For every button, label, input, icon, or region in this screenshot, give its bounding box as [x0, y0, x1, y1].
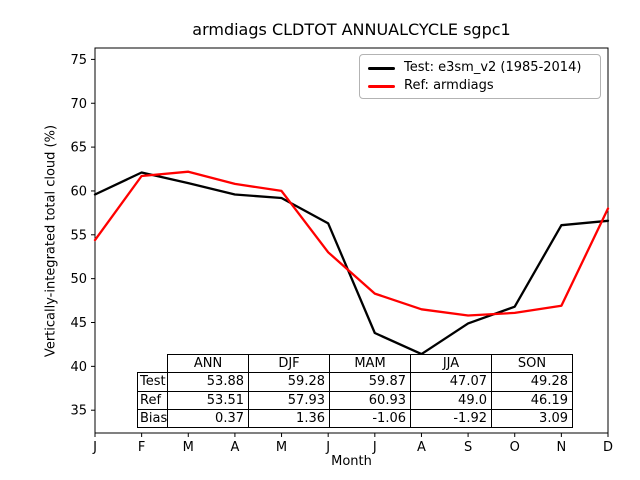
y-axis-label: Vertically-integrated total cloud (%): [43, 124, 58, 357]
stats-value-cell: 47.07: [410, 372, 492, 392]
x-tick-label: N: [556, 440, 566, 455]
x-tick-label: J: [372, 440, 377, 455]
series-line-test: [93, 171, 610, 356]
stats-value-cell: 49.28: [491, 372, 573, 392]
legend-label-ref: Ref: armdiags: [404, 78, 494, 93]
stats-value-cell: -1.06: [329, 408, 411, 428]
stats-header-cell: JJA: [410, 354, 492, 374]
x-tick-label: M: [183, 440, 194, 455]
x-tick-label: S: [464, 440, 472, 455]
chart-title: armdiags CLDTOT ANNUALCYCLE sgpc1: [192, 20, 511, 39]
test-line-swatch: [368, 66, 395, 70]
ref-line-swatch: [368, 84, 395, 88]
series-line-ref: [93, 170, 610, 317]
stats-value-cell: 53.88: [167, 372, 249, 392]
stats-value-cell: -1.92: [410, 408, 492, 428]
stats-value-cell: 49.0: [410, 390, 492, 410]
x-tick-label: M: [276, 440, 287, 455]
x-tick-label: F: [138, 440, 145, 455]
stats-header-cell: DJF: [248, 354, 330, 374]
stats-value-cell: 1.36: [248, 408, 330, 428]
stats-value-cell: 0.37: [167, 408, 249, 428]
stats-value-cell: 57.93: [248, 390, 330, 410]
legend: Test: e3sm_v2 (1985-2014) Ref: armdiags: [359, 54, 601, 99]
y-tick-label: 75: [70, 53, 87, 68]
y-tick-label: 65: [70, 141, 87, 156]
y-tick-label: 50: [70, 272, 87, 287]
legend-item-ref: Ref: armdiags: [368, 77, 600, 95]
stats-header-cell: MAM: [329, 354, 411, 374]
x-axis-label: Month: [331, 454, 372, 469]
stats-value-cell: 59.28: [248, 372, 330, 392]
stats-value-cell: 60.93: [329, 390, 411, 410]
y-tick-label: 70: [70, 97, 87, 112]
stats-row-label: Test: [137, 372, 168, 392]
stats-value-cell: 59.87: [329, 372, 411, 392]
y-tick-label: 55: [70, 228, 87, 243]
y-tick-label: 35: [70, 404, 87, 419]
stats-header-cell: ANN: [167, 354, 249, 374]
legend-item-test: Test: e3sm_v2 (1985-2014): [368, 59, 600, 77]
stats-row-label: Ref: [137, 390, 168, 410]
stats-value-cell: 46.19: [491, 390, 573, 410]
stats-value-cell: 3.09: [491, 408, 573, 428]
legend-label-test: Test: e3sm_v2 (1985-2014): [404, 60, 582, 75]
stats-row-label: Bias: [137, 408, 168, 428]
x-tick-label: J: [325, 440, 330, 455]
y-tick-label: 40: [70, 360, 87, 375]
x-tick-label: O: [510, 440, 520, 455]
x-tick-label: A: [417, 440, 426, 455]
y-tick-label: 45: [70, 316, 87, 331]
y-tick-label: 60: [70, 184, 87, 199]
x-tick-label: D: [603, 440, 613, 455]
x-tick-label: A: [230, 440, 239, 455]
stats-header-cell: SON: [491, 354, 573, 374]
x-tick-label: J: [92, 440, 97, 455]
stats-value-cell: 53.51: [167, 390, 249, 410]
